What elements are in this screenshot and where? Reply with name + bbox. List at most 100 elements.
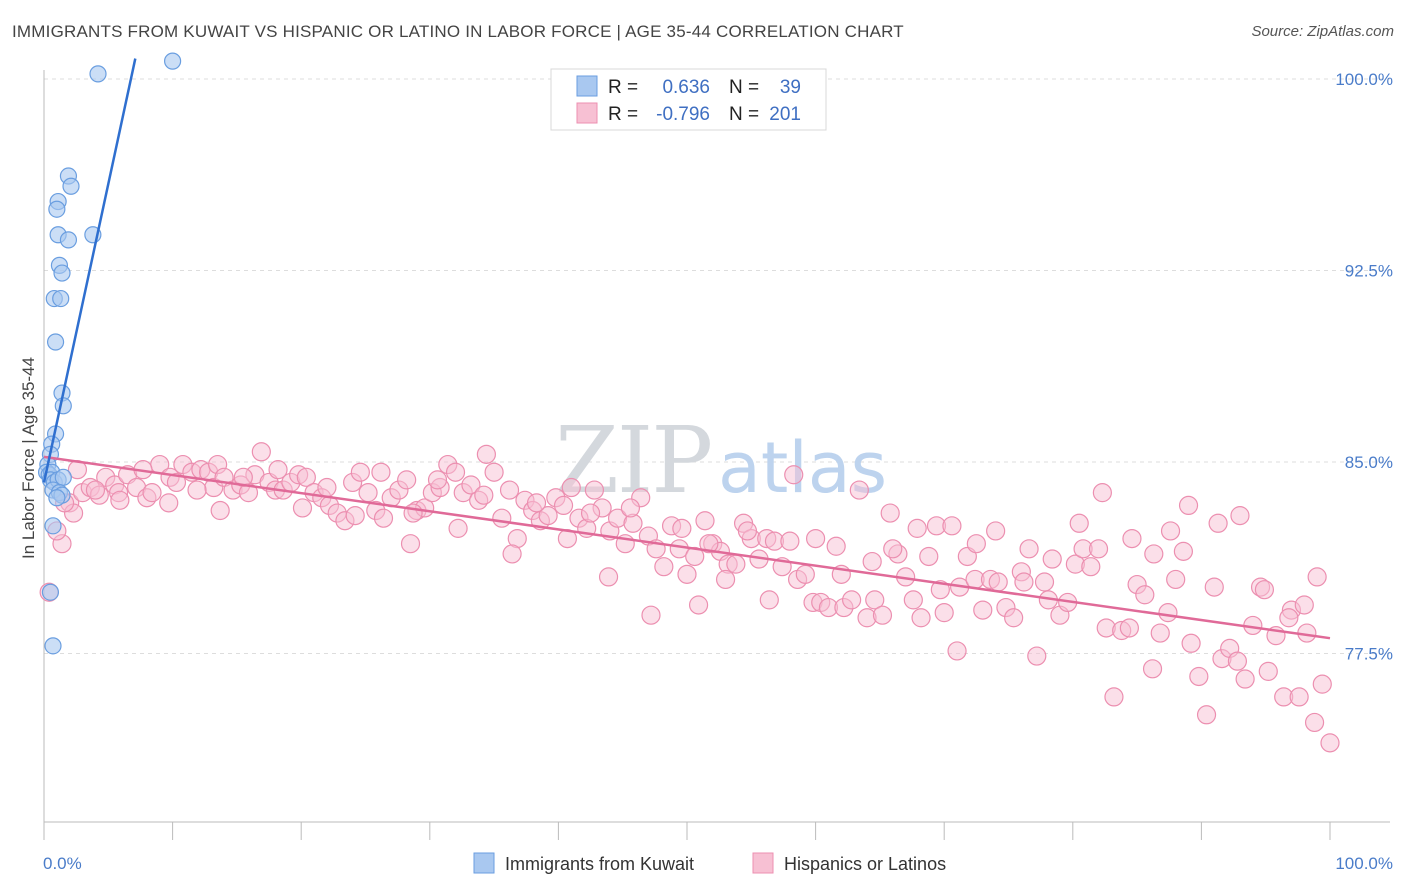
legend-n-label: N = xyxy=(729,77,759,98)
hispanic-point xyxy=(654,557,674,577)
bottom-legend-swatch-kuwait xyxy=(473,852,495,874)
legend-r-label: R = xyxy=(608,104,638,125)
hispanic-point xyxy=(1227,651,1248,671)
hispanic-point xyxy=(1122,528,1142,549)
hispanic-point xyxy=(371,462,391,482)
hispanic-point xyxy=(1235,669,1255,689)
hispanic-point xyxy=(677,564,697,584)
hispanic-point xyxy=(1312,674,1332,694)
hispanic-point xyxy=(350,462,370,482)
legend-n-kuwait: 39 xyxy=(780,77,801,98)
hispanic-point xyxy=(672,518,692,538)
y-tick-labels: 77.5% 85.0% 92.5% 100.0% xyxy=(1335,70,1393,664)
hispanic-point xyxy=(849,480,869,500)
hispanic-point xyxy=(620,498,641,518)
hispanic-point xyxy=(296,467,316,487)
watermark: ZIP atlas xyxy=(555,407,887,514)
hispanic-point xyxy=(988,572,1008,592)
hispanic-point xyxy=(584,480,605,500)
hispanic-point xyxy=(1178,495,1199,516)
hispanic-point xyxy=(1004,608,1024,628)
x-tick-labels: 0.0% 100.0% xyxy=(43,854,1393,873)
hispanic-point xyxy=(865,590,885,610)
hispanic-trend-line xyxy=(43,455,1331,640)
hispanic-point xyxy=(358,483,378,503)
hispanic-point xyxy=(911,608,931,628)
y-tick-label-0: 77.5% xyxy=(1345,645,1393,664)
hispanic-point xyxy=(1208,513,1228,533)
x-tick-label-1: 100.0% xyxy=(1335,854,1393,873)
legend-r-kuwait: 0.636 xyxy=(662,77,710,98)
hispanic-point xyxy=(526,493,547,513)
legend-r-label: R = xyxy=(608,77,638,98)
hispanic-point xyxy=(842,590,862,610)
hispanic-point xyxy=(345,506,365,526)
bottom-legend-hispanic: Hispanics or Latinos xyxy=(784,854,946,874)
kuwait-point xyxy=(46,333,65,351)
hispanic-point xyxy=(251,442,271,462)
hispanic-point xyxy=(448,518,468,538)
hispanic-point xyxy=(484,462,504,482)
hispanic-point xyxy=(400,534,421,554)
kuwait-point xyxy=(62,177,80,195)
hispanic-point xyxy=(1014,572,1034,592)
kuwait-point xyxy=(54,397,72,415)
bottom-legend-kuwait: Immigrants from Kuwait xyxy=(505,854,694,874)
hispanic-point xyxy=(903,590,923,610)
hispanic-point xyxy=(695,511,715,531)
hispanic-point xyxy=(1307,567,1327,587)
kuwait-point xyxy=(89,65,107,83)
legend-n-label: N = xyxy=(729,104,759,125)
hispanic-point xyxy=(966,534,986,554)
hispanic-point xyxy=(780,531,800,551)
hispanic-point xyxy=(930,580,950,600)
hispanic-point xyxy=(403,503,423,523)
trend-lines xyxy=(42,58,1331,640)
hispanic-point xyxy=(726,554,746,574)
hispanic-point xyxy=(553,495,574,516)
hispanic-point xyxy=(561,477,581,498)
grid-lines xyxy=(44,78,1390,654)
hispanic-point xyxy=(1204,577,1224,597)
hispanic-point xyxy=(934,603,954,623)
hispanic-point xyxy=(598,567,619,587)
hispanic-point xyxy=(476,444,496,464)
hispanic-point xyxy=(1258,661,1278,681)
hispanic-point xyxy=(1034,572,1055,592)
hispanic-point xyxy=(461,475,481,495)
hispanic-point xyxy=(826,536,846,556)
kuwait-point xyxy=(44,517,62,535)
hispanic-point xyxy=(1304,712,1325,733)
kuwait-point xyxy=(48,489,66,507)
kuwait-point xyxy=(52,289,70,308)
hispanic-point xyxy=(110,490,130,510)
hispanic-point xyxy=(1181,633,1201,653)
hispanic-point xyxy=(1196,705,1217,725)
source-label: Source: ZipAtlas.com xyxy=(1251,23,1394,40)
hispanic-point xyxy=(1254,580,1275,600)
hispanic-point xyxy=(1230,506,1250,526)
hispanic-point xyxy=(1019,539,1039,559)
hispanic-point xyxy=(1189,666,1209,687)
hispanic-point xyxy=(880,503,900,523)
y-axis-title: In Labor Force | Age 35-44 xyxy=(19,357,38,559)
hispanic-point xyxy=(795,564,815,584)
hispanic-point xyxy=(499,480,520,500)
hispanic-point xyxy=(502,544,522,564)
chart-title: IMMIGRANTS FROM KUWAIT VS HISPANIC OR LA… xyxy=(12,22,904,41)
hispanic-point xyxy=(1279,608,1299,628)
y-tick-label-3: 100.0% xyxy=(1335,70,1393,89)
hispanic-point xyxy=(1042,549,1062,569)
hispanic-point xyxy=(1119,618,1139,638)
x-tick-label-0: 0.0% xyxy=(43,854,82,873)
hispanic-point xyxy=(1142,659,1163,679)
hispanic-point xyxy=(759,590,779,610)
hispanic-point xyxy=(1069,513,1089,533)
hispanic-point xyxy=(580,503,601,523)
kuwait-point xyxy=(41,583,60,601)
hispanic-point xyxy=(1320,733,1340,753)
y-tick-label-1: 85.0% xyxy=(1345,453,1393,472)
hispanic-point xyxy=(166,472,187,493)
hispanic-point xyxy=(187,480,207,500)
